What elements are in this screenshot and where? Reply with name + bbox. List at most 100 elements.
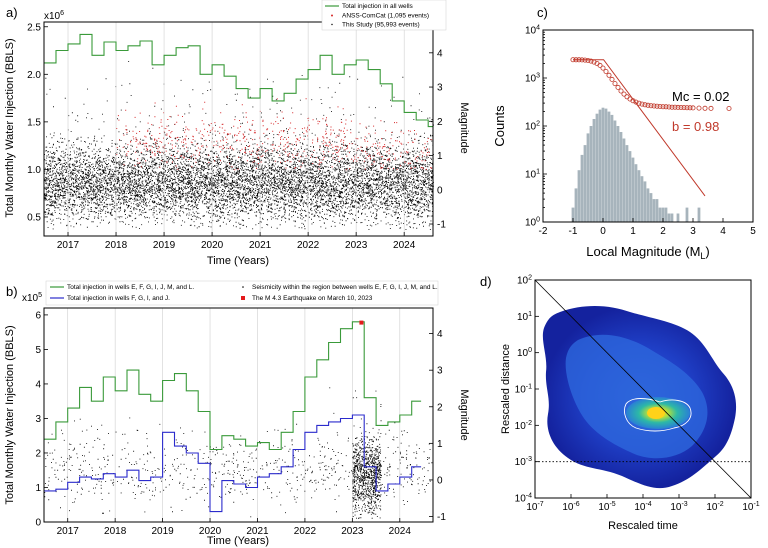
panel-b-ylabel: Total Monthly Water Injection (BBLS) [4, 325, 16, 504]
histogram-bar [634, 164, 638, 222]
panel-a-scatter [44, 61, 434, 230]
histogram-bar [577, 170, 581, 222]
panel-b-exponent: x105 [22, 292, 42, 304]
panel-a-y2-tick-label: 4 [437, 48, 443, 59]
histogram-bar [643, 181, 647, 222]
panel-a-y2-tick-label: -1 [437, 220, 446, 231]
cumulative-point [615, 84, 621, 90]
panel-c-x-tick-label: -1 [569, 226, 578, 237]
histogram-bar [640, 176, 644, 222]
cumulative-point [579, 57, 585, 63]
histogram-bar [697, 207, 701, 222]
cumulative-point [618, 88, 624, 94]
cumulative-point [585, 58, 591, 64]
panel-a-y2-tick-label: 0 [437, 185, 443, 196]
panel-a-x-tick-label: 2021 [249, 240, 272, 251]
cumulative-point [597, 62, 603, 68]
cumulative-point [654, 103, 660, 109]
legend-seismicity-region: Seismicity within the region between wel… [252, 284, 438, 291]
histogram-bar [676, 213, 680, 222]
cumulative-point [570, 57, 576, 63]
panel-c-x-tick-label: 1 [630, 226, 636, 237]
panel-b-y-tick-label: 4 [35, 379, 41, 390]
panel-b-y2-tick-label: 0 [437, 475, 443, 486]
cumulative-point [657, 104, 663, 110]
panel-a-x-tick-label: 2024 [393, 240, 416, 251]
panel-d-x-tick-label: 10-1 [742, 501, 759, 513]
cumulative-point [651, 103, 657, 109]
panel-c-ylabel: Counts [492, 105, 507, 147]
panel-a-x-tick-label: 2017 [57, 240, 80, 251]
cumulative-point [684, 105, 690, 111]
cumulative-point [660, 104, 666, 110]
panel-b-x-tick-label: 2018 [104, 526, 127, 537]
cumulative-point [666, 104, 672, 110]
panel-c-y-tick-label: 102 [525, 121, 540, 133]
panel-d-y-tick-label: 10-2 [515, 420, 532, 432]
panel-d-x-ticks: 10-7 10-6 10-5 10-4 10-3 10-2 10-1 [526, 494, 760, 513]
panel-a-y-tick-label: 2.0 [27, 70, 41, 81]
cumulative-point [624, 94, 630, 100]
legend-total-injection-all-wells: Total injection in all wells [342, 3, 414, 10]
cumulative-point [669, 104, 675, 110]
histogram-bar [631, 157, 635, 222]
panel-a-x-tick-label: 2022 [297, 240, 320, 251]
cumulative-point [663, 104, 669, 110]
cumulative-point [621, 91, 627, 97]
histogram-bar [658, 207, 662, 222]
cumulative-point [708, 105, 714, 111]
histogram-bar [586, 133, 590, 222]
panel-b-x-tick-label: 2023 [341, 526, 364, 537]
panel-d-xlabel: Rescaled time [608, 520, 678, 532]
panel-c-y-tick-label: 101 [525, 169, 540, 181]
series-this-study-points [44, 61, 434, 230]
panel-a-letter: a) [6, 5, 18, 20]
panel-b-x-tick-label: 2021 [246, 526, 269, 537]
panel-d-x-tick-label: 10-2 [706, 501, 723, 513]
panel-a-y-tick-label: 1.5 [27, 117, 41, 128]
panel-b-x-ticks: 2017 2018 2019 2020 2021 2022 2023 2024 [57, 518, 411, 537]
panel-b-y-tick-label: 1 [35, 483, 41, 494]
histogram-bar [604, 108, 608, 222]
panel-b-y-tick-label: 3 [35, 414, 41, 425]
panel-a-y2-tick-label: 1 [437, 151, 443, 162]
series-injection-wells-efgijml [44, 321, 422, 451]
series-total-injection-all-wells [44, 33, 433, 128]
series-injection-wells-fgij [44, 414, 422, 513]
panel-d-y-tick-label: 10-1 [515, 384, 532, 396]
histogram-bar [664, 207, 668, 222]
cumulative-point [681, 105, 687, 111]
cumulative-point [591, 59, 597, 65]
histogram-bar [667, 213, 671, 222]
panel-a-y-tick-label: 2.5 [27, 22, 41, 33]
histogram-bar [685, 207, 689, 222]
panel-b-y-tick-label: 6 [35, 310, 41, 321]
panel-a-y-tick-label: 0.5 [27, 212, 41, 223]
panel-d-density-peak [647, 407, 665, 419]
panel-d-y-tick-label: 100 [517, 347, 532, 359]
histogram-bar [646, 188, 650, 222]
cumulative-point [702, 105, 708, 111]
panel-d-x-tick-label: 10-3 [670, 501, 687, 513]
histogram-bar [625, 145, 629, 222]
cumulative-point [687, 105, 693, 111]
histogram-bar [601, 107, 605, 222]
cumulative-point [726, 106, 732, 112]
cumulative-point [696, 105, 702, 111]
cumulative-point [639, 101, 645, 107]
panel-c-x-tick-label: 4 [720, 226, 726, 237]
histogram-bar [598, 109, 602, 222]
cumulative-point [642, 102, 648, 108]
cumulative-point [600, 65, 606, 71]
cumulative-point [609, 76, 615, 82]
cumulative-point [633, 99, 639, 105]
panel-a-exponent: x106 [44, 10, 64, 22]
panel-c-x-tick-label: 3 [690, 226, 696, 237]
cumulative-point [630, 98, 636, 104]
panel-a-legend: Total injection in all wells ANSS-ComCat… [321, 0, 447, 31]
panel-c-y-tick-label: 103 [525, 73, 540, 85]
cumulative-point [588, 58, 594, 64]
panel-b-x-tick-label: 2022 [294, 526, 317, 537]
histogram-bar [571, 207, 575, 222]
histogram-bar [622, 138, 626, 222]
